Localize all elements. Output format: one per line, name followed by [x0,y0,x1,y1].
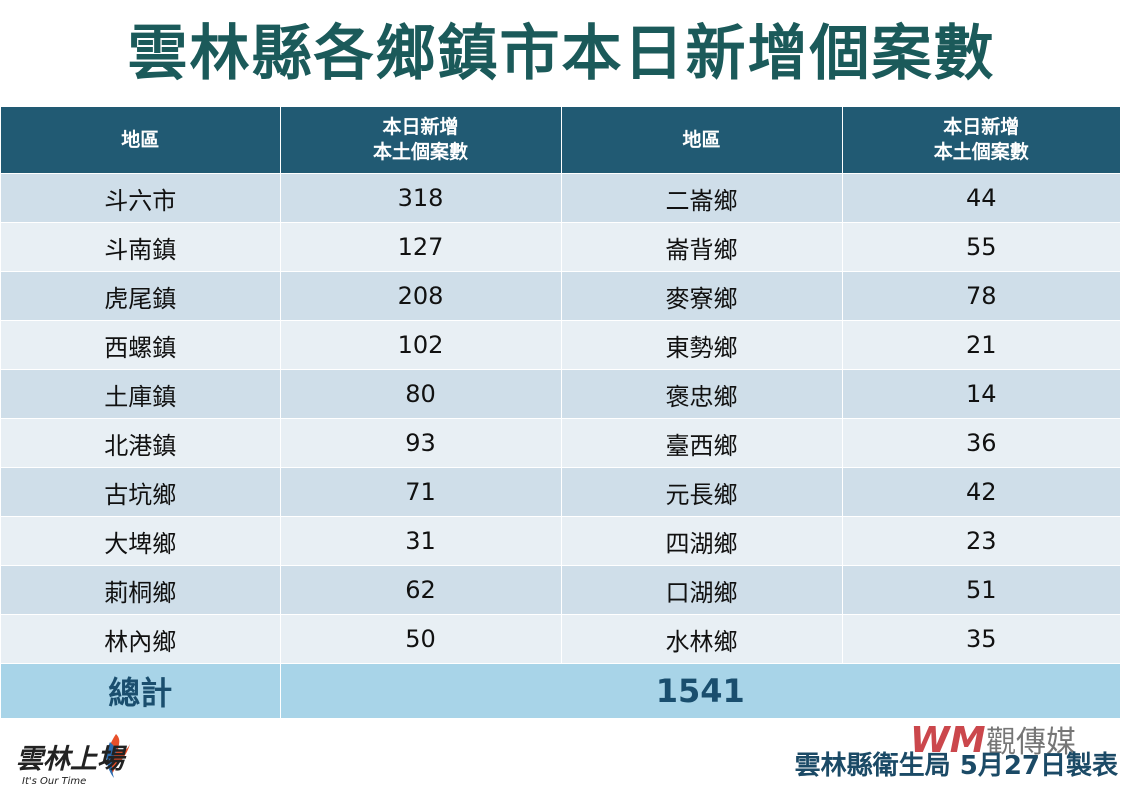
area-right: 褒忠鄉 [561,369,843,419]
count-left: 80 [280,369,562,419]
table-row: 林內鄉 50 水林鄉 35 [1,614,1120,664]
area-right: 二崙鄉 [561,173,843,223]
count-left: 93 [280,418,562,468]
table-row: 虎尾鎮 208 麥寮鄉 78 [1,271,1120,321]
header-count-left: 本日新增 本土個案數 [280,107,562,174]
table-row: 莿桐鄉 62 口湖鄉 51 [1,565,1120,615]
area-right: 崙背鄉 [561,222,843,272]
cases-table: 地區 本日新增 本土個案數 地區 本日新增 本土個案數 斗六市 318 二崙鄉 44… [1,107,1120,718]
area-left: 古坑鄉 [1,467,281,517]
count-right: 36 [842,418,1120,468]
area-right: 麥寮鄉 [561,271,843,321]
area-left: 林內鄉 [1,614,281,664]
media-logo: WM 觀傳媒 [908,716,1118,760]
area-left: 斗南鎮 [1,222,281,272]
count-left: 318 [280,173,562,223]
table-row: 斗南鎮 127 崙背鄉 55 [1,222,1120,272]
count-right: 44 [842,173,1120,223]
table-row: 土庫鎮 80 褒忠鄉 14 [1,369,1120,419]
count-left: 31 [280,516,562,566]
area-right: 四湖鄉 [561,516,843,566]
total-value: 1541 [280,663,1120,718]
area-right: 臺西鄉 [561,418,843,468]
count-right: 51 [842,565,1120,615]
area-left: 北港鎮 [1,418,281,468]
area-right: 東勢鄉 [561,320,843,370]
header-area-right: 地區 [561,107,843,174]
area-right: 水林鄉 [561,614,843,664]
count-right: 23 [842,516,1120,566]
page-title: 雲林縣各鄉鎮市本日新增個案數 [127,19,996,89]
media-logo-icon: WM 觀傳媒 [910,720,1076,760]
area-left: 莿桐鄉 [1,565,281,615]
table-row: 古坑鄉 71 元長鄉 42 [1,467,1120,517]
area-left: 虎尾鎮 [1,271,281,321]
total-row: 總計 1541 [1,663,1120,718]
count-left: 50 [280,614,562,664]
count-left: 102 [280,320,562,370]
table-row: 西螺鎮 102 東勢鄉 21 [1,320,1120,370]
count-right: 14 [842,369,1120,419]
count-right: 78 [842,271,1120,321]
count-left: 127 [280,222,562,272]
area-left: 大埤鄉 [1,516,281,566]
svg-text:雲林上場: 雲林上場 [16,744,128,775]
area-right: 元長鄉 [561,467,843,517]
table-header-row: 地區 本日新增 本土個案數 地區 本日新增 本土個案數 [1,107,1120,174]
count-right: 42 [842,467,1120,517]
count-left: 208 [280,271,562,321]
yunlin-logo-icon: 雲林上場 It's Our Time [16,734,130,787]
area-left: 西螺鎮 [1,320,281,370]
yunlin-logo: 雲林上場 It's Our Time [14,728,140,788]
count-right: 21 [842,320,1120,370]
svg-text:WM: WM [910,720,986,760]
area-right: 口湖鄉 [561,565,843,615]
count-left: 62 [280,565,562,615]
credit-line: 雲林縣衛生局 5月27日製表 [794,751,1118,781]
count-left: 71 [280,467,562,517]
header-area-left: 地區 [1,107,281,174]
area-left: 土庫鎮 [1,369,281,419]
area-left: 斗六市 [1,173,281,223]
table-row: 北港鎮 93 臺西鄉 36 [1,418,1120,468]
header-count-right: 本日新增 本土個案數 [842,107,1120,174]
table-row: 斗六市 318 二崙鄉 44 [1,173,1120,223]
svg-text:觀傳媒: 觀傳媒 [986,725,1076,760]
count-right: 55 [842,222,1120,272]
count-right: 35 [842,614,1120,664]
svg-text:It's Our Time: It's Our Time [22,776,86,787]
total-label: 總計 [1,663,281,718]
table-row: 大埤鄉 31 四湖鄉 23 [1,516,1120,566]
